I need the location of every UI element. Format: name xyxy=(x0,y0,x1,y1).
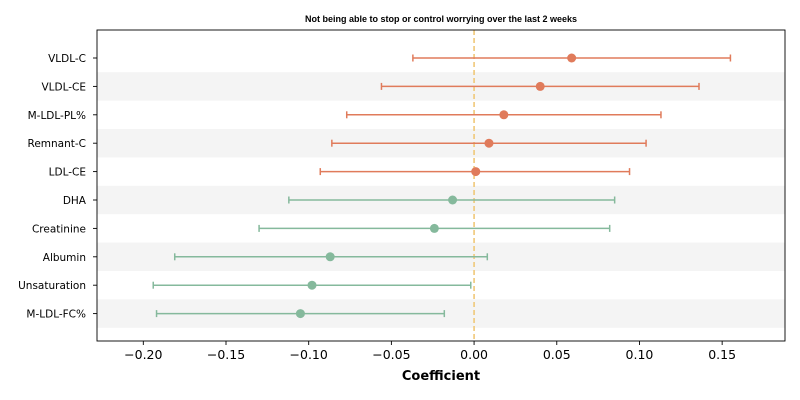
estimate-point xyxy=(325,252,335,262)
x-tick-label: 0.15 xyxy=(708,347,736,362)
y-tick-label: Unsaturation xyxy=(18,280,86,292)
x-tick-label: 0.05 xyxy=(543,347,571,362)
y-tick-label: Remnant-C xyxy=(28,138,87,150)
estimate-layer xyxy=(152,53,732,319)
y-tick-label: DHA xyxy=(63,195,87,207)
y-axis: VLDL-C VLDL-CE M-LDL-PL% Remnant-C LDL-CE DHA… xyxy=(18,53,97,321)
estimate-point xyxy=(295,309,305,319)
plot-frame xyxy=(96,29,786,342)
x-tick-label: −0.05 xyxy=(372,347,410,362)
estimate-point xyxy=(535,81,545,91)
estimate-point xyxy=(471,167,481,177)
y-tick-label: M-LDL-FC% xyxy=(26,309,86,321)
estimate-point xyxy=(567,53,577,63)
y-tick-label: Creatinine xyxy=(32,223,86,235)
y-tick-label: VLDL-C xyxy=(48,53,86,65)
y-tick-label: M-LDL-PL% xyxy=(28,110,86,122)
y-tick-label: LDL-CE xyxy=(49,167,86,179)
x-tick-label: 0.00 xyxy=(460,347,488,362)
x-tick-label: −0.15 xyxy=(207,347,245,362)
estimate-point xyxy=(429,223,439,233)
x-tick-label: 0.10 xyxy=(626,347,654,362)
y-tick-label: VLDL-CE xyxy=(41,81,86,93)
x-axis-label: Coefficient xyxy=(402,369,480,384)
chart-title: Not being able to stop or control worryi… xyxy=(305,14,577,24)
estimate-point xyxy=(499,110,509,120)
estimate-point xyxy=(307,280,317,290)
x-tick-label: −0.20 xyxy=(124,347,162,362)
x-tick-label: −0.10 xyxy=(290,347,328,362)
y-tick-label: Albumin xyxy=(43,252,86,264)
estimate-point xyxy=(448,195,458,205)
x-axis: −0.20 −0.15 −0.10 −0.05 0.00 0.05 0.10 0.15 xyxy=(124,341,736,362)
estimate-point xyxy=(484,138,494,148)
